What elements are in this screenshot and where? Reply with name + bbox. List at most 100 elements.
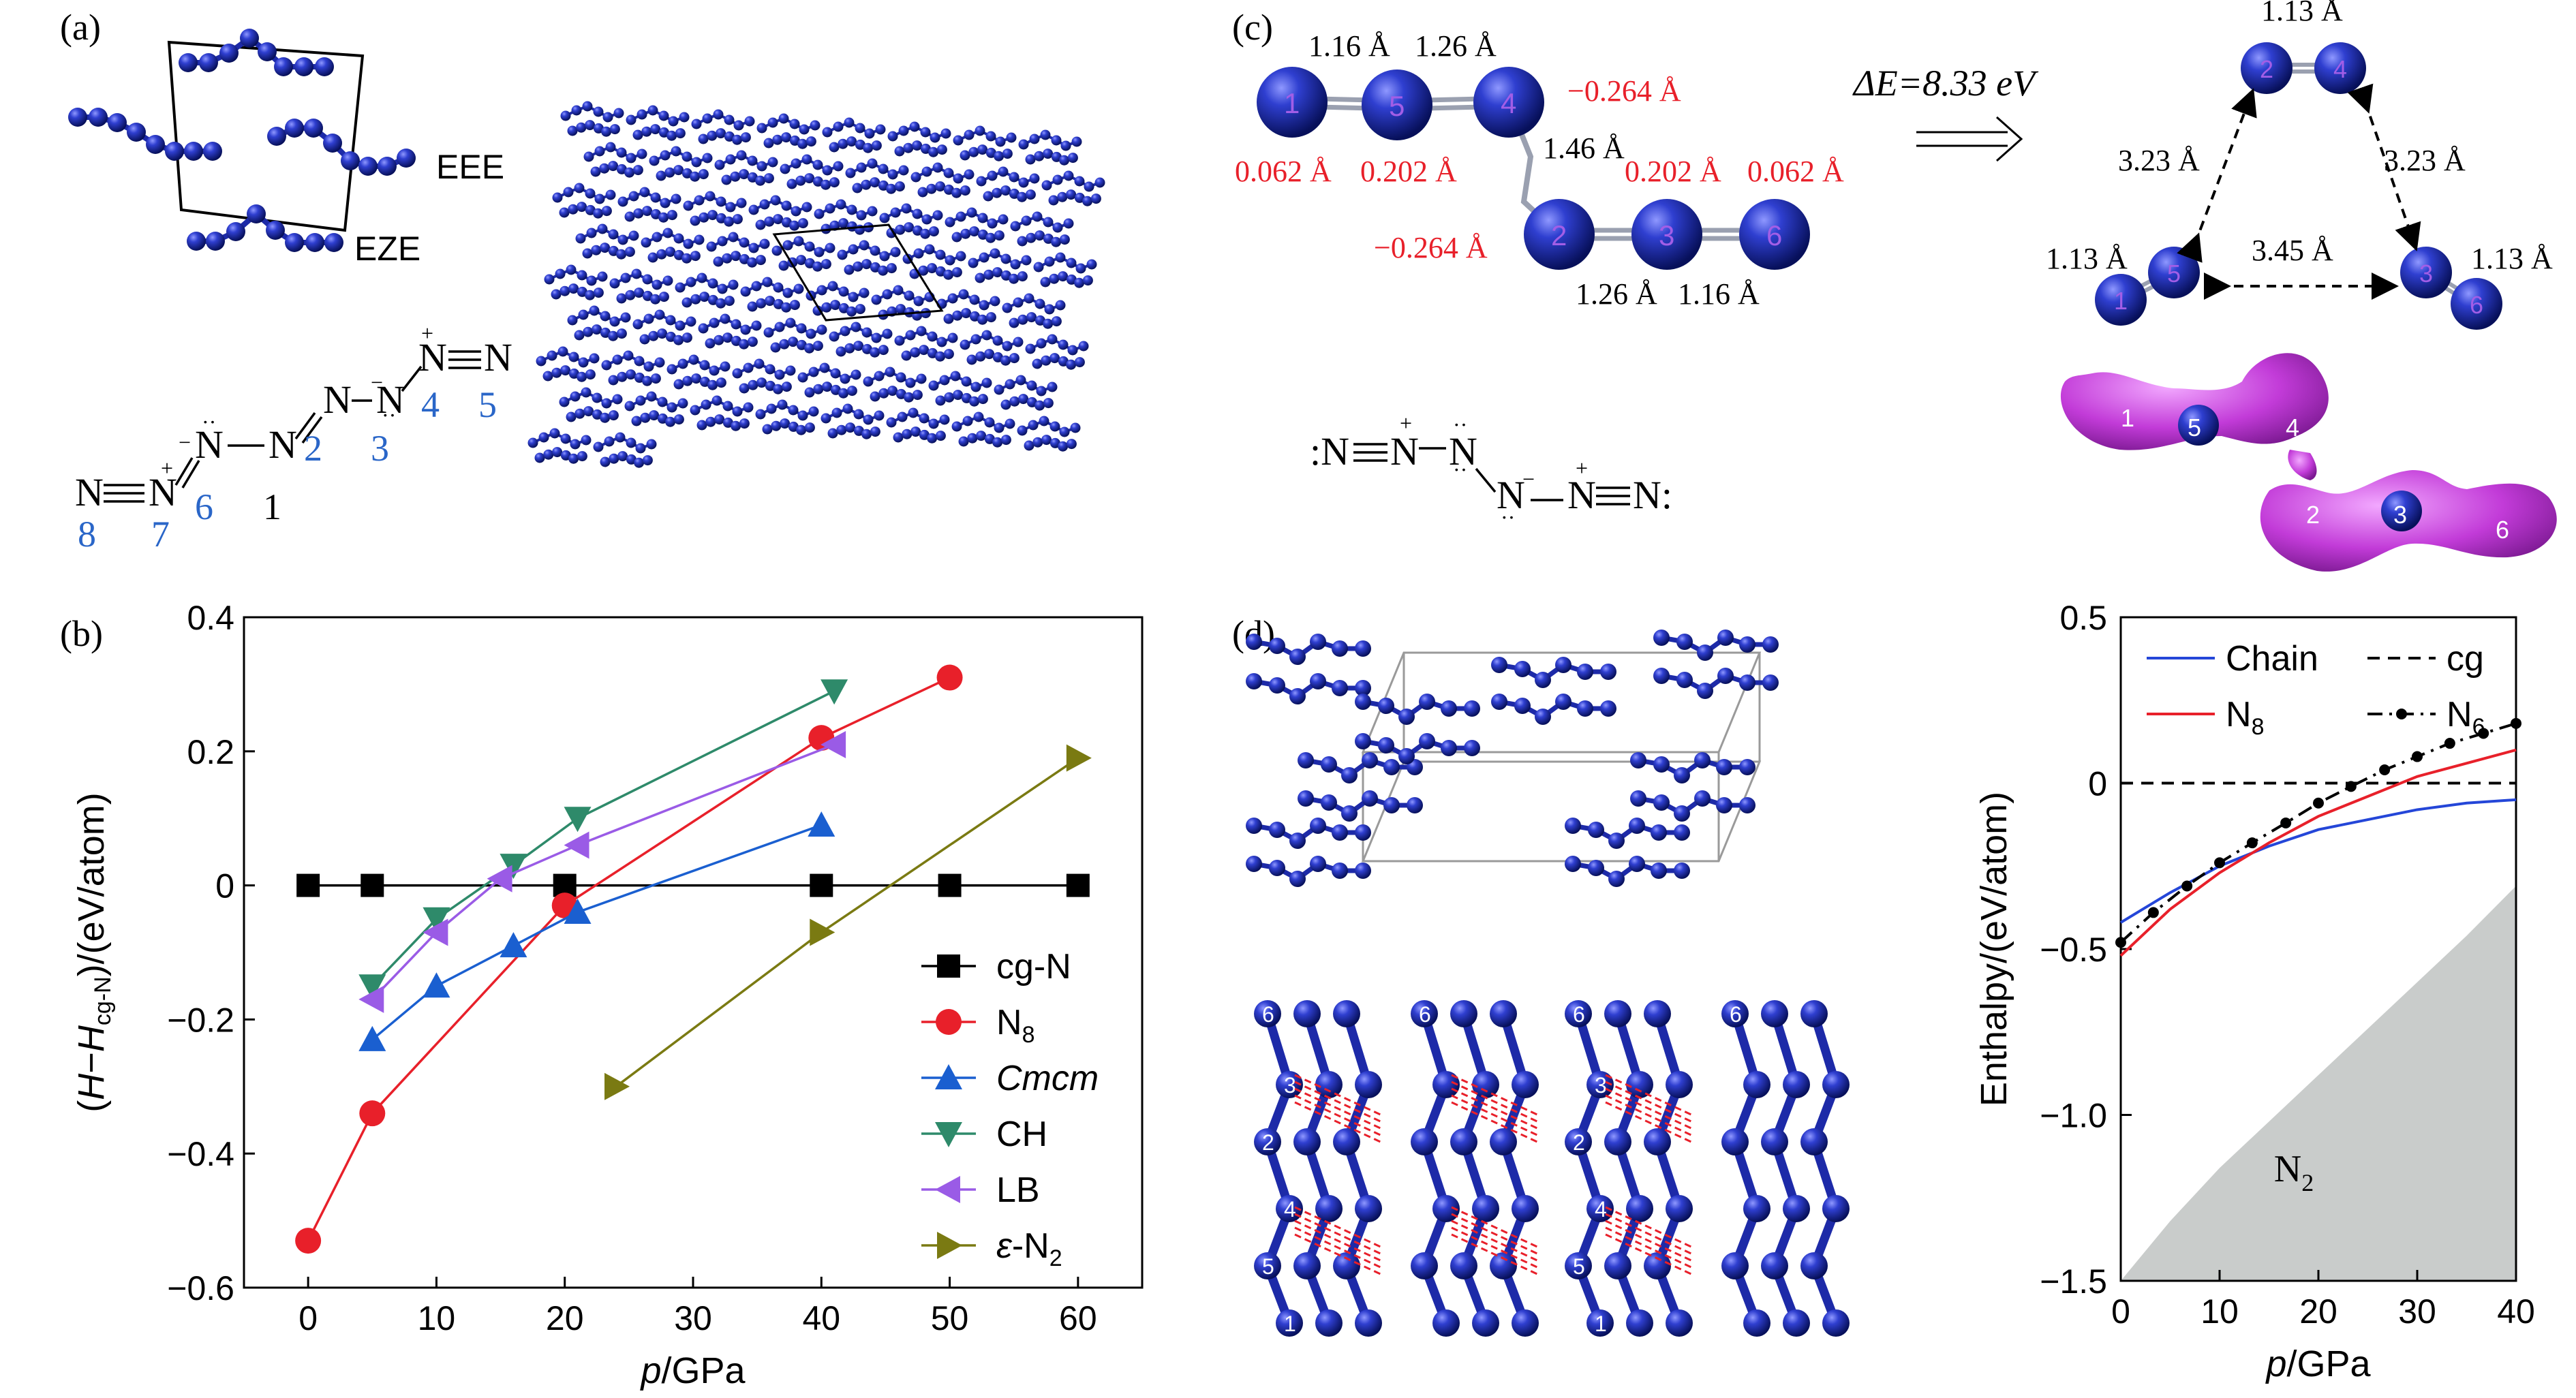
nitrogen-atom (920, 127, 931, 138)
nitrogen-atom (592, 392, 602, 403)
nitrogen-atom (633, 208, 644, 219)
nitrogen-atom (1060, 140, 1071, 151)
nitrogen-atom (1040, 277, 1051, 288)
nitrogen-atom (968, 146, 979, 157)
intermolecular-contact (1294, 1101, 1384, 1145)
nitrogen-atom (1432, 1309, 1460, 1337)
nitrogen-atom (620, 312, 631, 323)
nitrogen-atom (1800, 1000, 1828, 1027)
nitrogen-atom (984, 349, 995, 360)
density-label-6: 6 (2496, 516, 2509, 544)
nitrogen-atom (1588, 822, 1604, 838)
nitrogen-atom (898, 165, 909, 176)
nitrogen-atom (739, 253, 750, 264)
nitrogen-atom (1355, 1195, 1382, 1222)
atom-index-label: 6 (1766, 219, 1782, 251)
nitrogen-atom (1063, 218, 1074, 229)
nitrogen-atom (947, 332, 958, 343)
nitrogen-atom (637, 109, 647, 120)
data-point-N6 (2444, 738, 2455, 749)
nitrogen-atom (994, 230, 1005, 241)
y-tick-label: 0.4 (187, 599, 234, 637)
intermolecular-contact (1451, 1206, 1541, 1249)
nitrogen-atom (759, 238, 770, 249)
intermolecular-contact (1294, 1074, 1384, 1117)
electron-density: 1 5 4 2 3 6 (2060, 353, 2557, 572)
nitrogen-atom (846, 386, 857, 397)
nitrogen-atom (1034, 298, 1045, 309)
nitrogen-atom (538, 432, 549, 443)
nitrogen-atom (1739, 636, 1755, 653)
nitrogen-atom (582, 101, 593, 112)
nitrogen-atom (544, 274, 555, 285)
nitrogen-atom (1321, 756, 1337, 773)
x-axis-label: p/GPa (639, 1350, 746, 1391)
atom-index-label: 4 (2333, 55, 2347, 83)
data-point-CH (500, 854, 527, 880)
nitrogen-atom (536, 356, 547, 367)
bond-label-2-3: 1.26 Å (1576, 277, 1657, 311)
y-tick-label: 0.2 (187, 733, 234, 771)
nitrogen-atom (992, 335, 1003, 346)
atom-number-6: 6 (195, 486, 213, 527)
nitrogen-atom (613, 108, 624, 119)
nitrogen-atom (675, 282, 686, 293)
nitrogen-atom (690, 405, 701, 416)
nitrogen-atom (943, 184, 954, 195)
nitrogen-atom (788, 405, 799, 416)
nitrogen-atom (560, 110, 571, 121)
nitrogen-atom (763, 138, 774, 149)
nitrogen-atom (855, 139, 865, 150)
nitrogen-atom (1055, 300, 1066, 311)
nitrogen-atom (1049, 353, 1060, 364)
nitrogen-atom (782, 288, 793, 298)
nitrogen-atom (608, 410, 619, 421)
nitrogen-atom (755, 255, 766, 266)
nitrogen-atom (1441, 740, 1457, 756)
svg-text::N: :N (1310, 429, 1349, 473)
nitrogen-atom (623, 350, 634, 361)
nitrogen-atom (89, 108, 108, 127)
nitrogen-atom (1676, 672, 1693, 688)
nitrogen-atom (912, 225, 923, 236)
nitrogen-atom (615, 432, 626, 443)
layer-label: 1 (1595, 1311, 1607, 1336)
nitrogen-atom (591, 245, 602, 255)
legend-marker (935, 1064, 962, 1089)
data-point-N6 (2345, 781, 2357, 792)
nitrogen-atom (1398, 748, 1415, 764)
nitrogen-atom (294, 57, 313, 76)
atom-number-7: 7 (151, 514, 170, 555)
nitrogen-atom (833, 121, 844, 132)
nitrogen-atom (1009, 317, 1019, 328)
nitrogen-atom (658, 110, 669, 121)
nitrogen-atom (1066, 274, 1077, 285)
nitrogen-atom (852, 183, 863, 193)
nitrogen-atom (804, 258, 815, 268)
nitrogen-atom (838, 218, 849, 229)
nitrogen-atom (1029, 134, 1040, 144)
nitrogen-atom (1490, 1128, 1517, 1155)
nitrogen-atom (702, 153, 713, 164)
prod-dist-bottom: 3.45 Å (2252, 234, 2333, 267)
svg-text:N:: N: (1633, 473, 1672, 517)
nitrogen-atom (898, 125, 909, 136)
nitrogen-atom (821, 223, 831, 234)
nitrogen-atom (1604, 1000, 1631, 1027)
nitrogen-atom (1254, 1128, 1281, 1155)
nitrogen-atom (778, 113, 789, 124)
nitrogen-atom (885, 367, 895, 377)
nitrogen-atom (1666, 1309, 1693, 1337)
nitrogen-atom (1674, 863, 1690, 879)
intermolecular-contact (1605, 1081, 1695, 1124)
nitrogen-atom (690, 251, 701, 262)
nitrogen-atom (285, 119, 304, 138)
prod-dist-right: 3.23 Å (2384, 144, 2466, 177)
nitrogen-atom (701, 399, 711, 410)
nitrogen-atom (634, 288, 645, 298)
y-tick-label: −1.0 (2040, 1097, 2107, 1135)
nitrogen-atom (878, 164, 889, 174)
nitrogen-atom (585, 120, 596, 131)
intermolecular-contact (1605, 1206, 1695, 1249)
nitrogen-atom (1043, 149, 1054, 159)
